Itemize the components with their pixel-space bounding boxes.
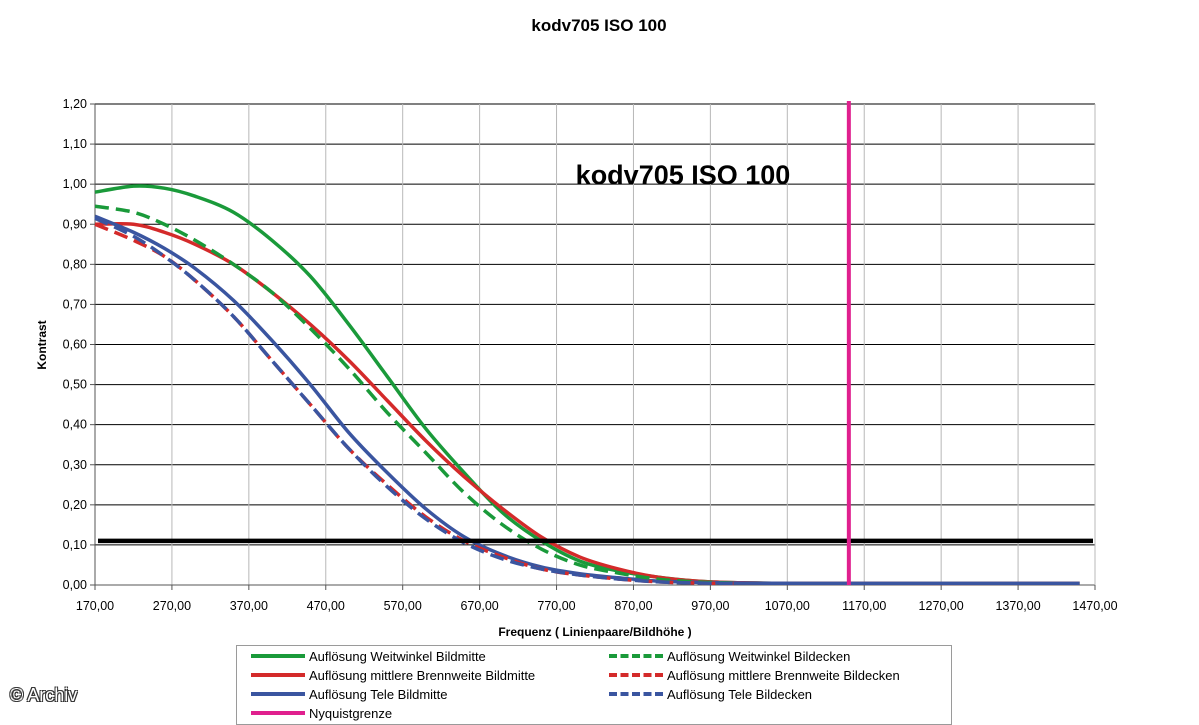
legend-label: Auflösung Weitwinkel Bildecken <box>667 648 851 664</box>
legend-swatch <box>251 711 305 715</box>
x-tick-label: 970,00 <box>691 599 729 613</box>
legend-label: Auflösung mittlere Brennweite Bildmitte <box>309 667 536 683</box>
y-tick-label: 1,00 <box>63 177 87 191</box>
y-tick-labels: 0,00 0,10 0,20 0,30 0,40 0,50 0,60 0,70 0,80 0,90… <box>63 97 87 592</box>
series-line <box>94 204 734 585</box>
legend-item: Auflösung Tele Bildmitte <box>251 685 448 703</box>
x-tick-label: 370,00 <box>230 599 268 613</box>
y-tick-label: 1,10 <box>63 137 87 151</box>
y-tick-label: 0,20 <box>63 498 87 512</box>
y-tick-label: 0,30 <box>63 458 87 472</box>
legend-item: Auflösung Weitwinkel Bildmitte <box>251 647 486 665</box>
legend-swatch <box>609 692 663 696</box>
series-layer <box>94 184 1080 586</box>
legend-item: Auflösung Weitwinkel Bildecken <box>609 647 850 665</box>
y-tick-label: 0,50 <box>63 378 87 392</box>
reference-lines <box>98 101 1093 585</box>
legend-label: Auflösung Tele Bildmitte <box>309 686 448 702</box>
series-line <box>94 221 1080 586</box>
legend: Auflösung Weitwinkel Bildmitte Auflösung … <box>236 645 952 725</box>
x-tick-label: 270,00 <box>153 599 191 613</box>
y-tick-label: 0,80 <box>63 257 87 271</box>
y-tick-label: 0,40 <box>63 418 87 432</box>
chart-title: kodv705 ISO 100 <box>531 16 666 35</box>
x-tick-label: 1070,00 <box>765 599 810 613</box>
y-tick-label: 0,90 <box>63 217 87 231</box>
legend-label: Auflösung mittlere Brennweite Bildecken <box>667 667 900 683</box>
inner-chart-title: kodv705 ISO 100 <box>576 160 791 190</box>
legend-item: Nyquistgrenze <box>251 704 392 722</box>
x-tick-labels: 170,00 270,00 370,00 470,00 570,00 670,00 770,… <box>76 599 1118 613</box>
x-tick-label: 1470,00 <box>1072 599 1117 613</box>
x-tick-label: 570,00 <box>384 599 422 613</box>
y-axis-label: Kontrast <box>35 320 49 369</box>
copyright-watermark: © Archiv <box>10 685 78 705</box>
legend-item: Auflösung Tele Bildecken <box>609 685 812 703</box>
x-tick-label: 1270,00 <box>919 599 964 613</box>
legend-swatch <box>251 673 305 677</box>
y-tick-label: 0,60 <box>63 338 87 352</box>
x-tick-label: 470,00 <box>307 599 345 613</box>
x-tick-label: 1170,00 <box>842 599 886 613</box>
x-tick-label: 770,00 <box>537 599 575 613</box>
legend-item: Auflösung mittlere Brennweite Bildmitte <box>251 666 535 684</box>
legend-label: Auflösung Tele Bildecken <box>667 686 813 702</box>
y-tick-label: 0,70 <box>63 297 87 311</box>
y-tick-label: 1,20 <box>63 97 87 111</box>
legend-swatch <box>251 654 305 658</box>
x-tick-label: 1370,00 <box>995 599 1040 613</box>
series-line <box>94 216 734 586</box>
legend-item: Auflösung mittlere Brennweite Bildecken <box>609 666 900 684</box>
x-axis-label: Frequenz ( Linienpaare/Bildhöhe ) <box>498 625 691 639</box>
x-tick-label: 670,00 <box>460 599 498 613</box>
x-tick-label: 870,00 <box>614 599 652 613</box>
legend-swatch <box>609 654 663 658</box>
x-tick-label: 170,00 <box>76 599 114 613</box>
y-tick-label: 0,10 <box>63 538 87 552</box>
chart: kodv705 ISO 100 kodv705 ISO 100 170,00 27… <box>35 16 1118 639</box>
legend-label: Auflösung Weitwinkel Bildmitte <box>309 648 486 664</box>
y-tick-label: 0,00 <box>63 578 87 592</box>
legend-label: Nyquistgrenze <box>309 705 393 721</box>
legend-swatch <box>251 692 305 696</box>
legend-swatch <box>609 673 663 677</box>
